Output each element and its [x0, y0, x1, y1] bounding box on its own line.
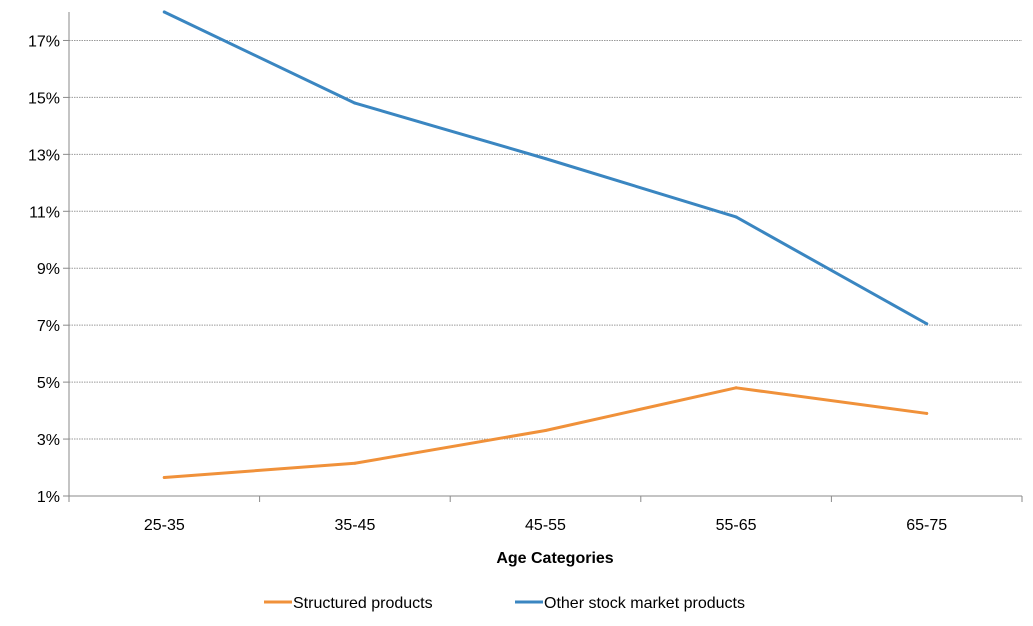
x-axis-title-group: Age Categories	[496, 550, 613, 567]
data-point	[162, 475, 166, 479]
data-point	[544, 157, 547, 161]
series-line-structured-products	[162, 386, 929, 479]
data-point	[353, 461, 357, 465]
y-tick-label: 15%	[28, 90, 60, 107]
data-point	[353, 101, 357, 105]
x-tick-label: 35-45	[334, 517, 375, 534]
legend-label: Structured products	[293, 595, 433, 612]
series-lines	[162, 10, 929, 479]
data-point	[734, 386, 738, 390]
y-tick-label: 17%	[28, 33, 60, 50]
series-line-other-stock-market-products	[162, 10, 929, 326]
x-tick-label: 65-75	[906, 517, 947, 534]
x-tick-label: 55-65	[716, 517, 757, 534]
data-point	[734, 215, 738, 219]
data-point	[925, 411, 929, 415]
x-axis-title: Age Categories	[496, 550, 613, 567]
y-tick-label: 11%	[29, 204, 60, 221]
y-tick-label: 9%	[37, 261, 60, 278]
y-tick-label: 5%	[37, 375, 60, 392]
y-tick-label: 13%	[28, 147, 60, 164]
x-tick-label: 25-35	[144, 517, 185, 534]
data-point	[544, 429, 547, 433]
legend: Structured products Other stock market pr…	[264, 595, 745, 612]
gridlines	[69, 39, 1022, 440]
legend-label: Other stock market products	[544, 595, 745, 612]
data-point	[925, 322, 929, 326]
y-tick-label: 3%	[37, 432, 60, 449]
y-tick-label: 7%	[37, 318, 60, 335]
x-tick-label: 45-55	[525, 517, 566, 534]
data-point	[162, 10, 166, 14]
y-tick-label: 1%	[37, 489, 60, 506]
axes: 1% 3% 5% 7% 9% 11% 13% 15% 17% 25-35 35-45 45-55 55-…	[28, 12, 1023, 534]
